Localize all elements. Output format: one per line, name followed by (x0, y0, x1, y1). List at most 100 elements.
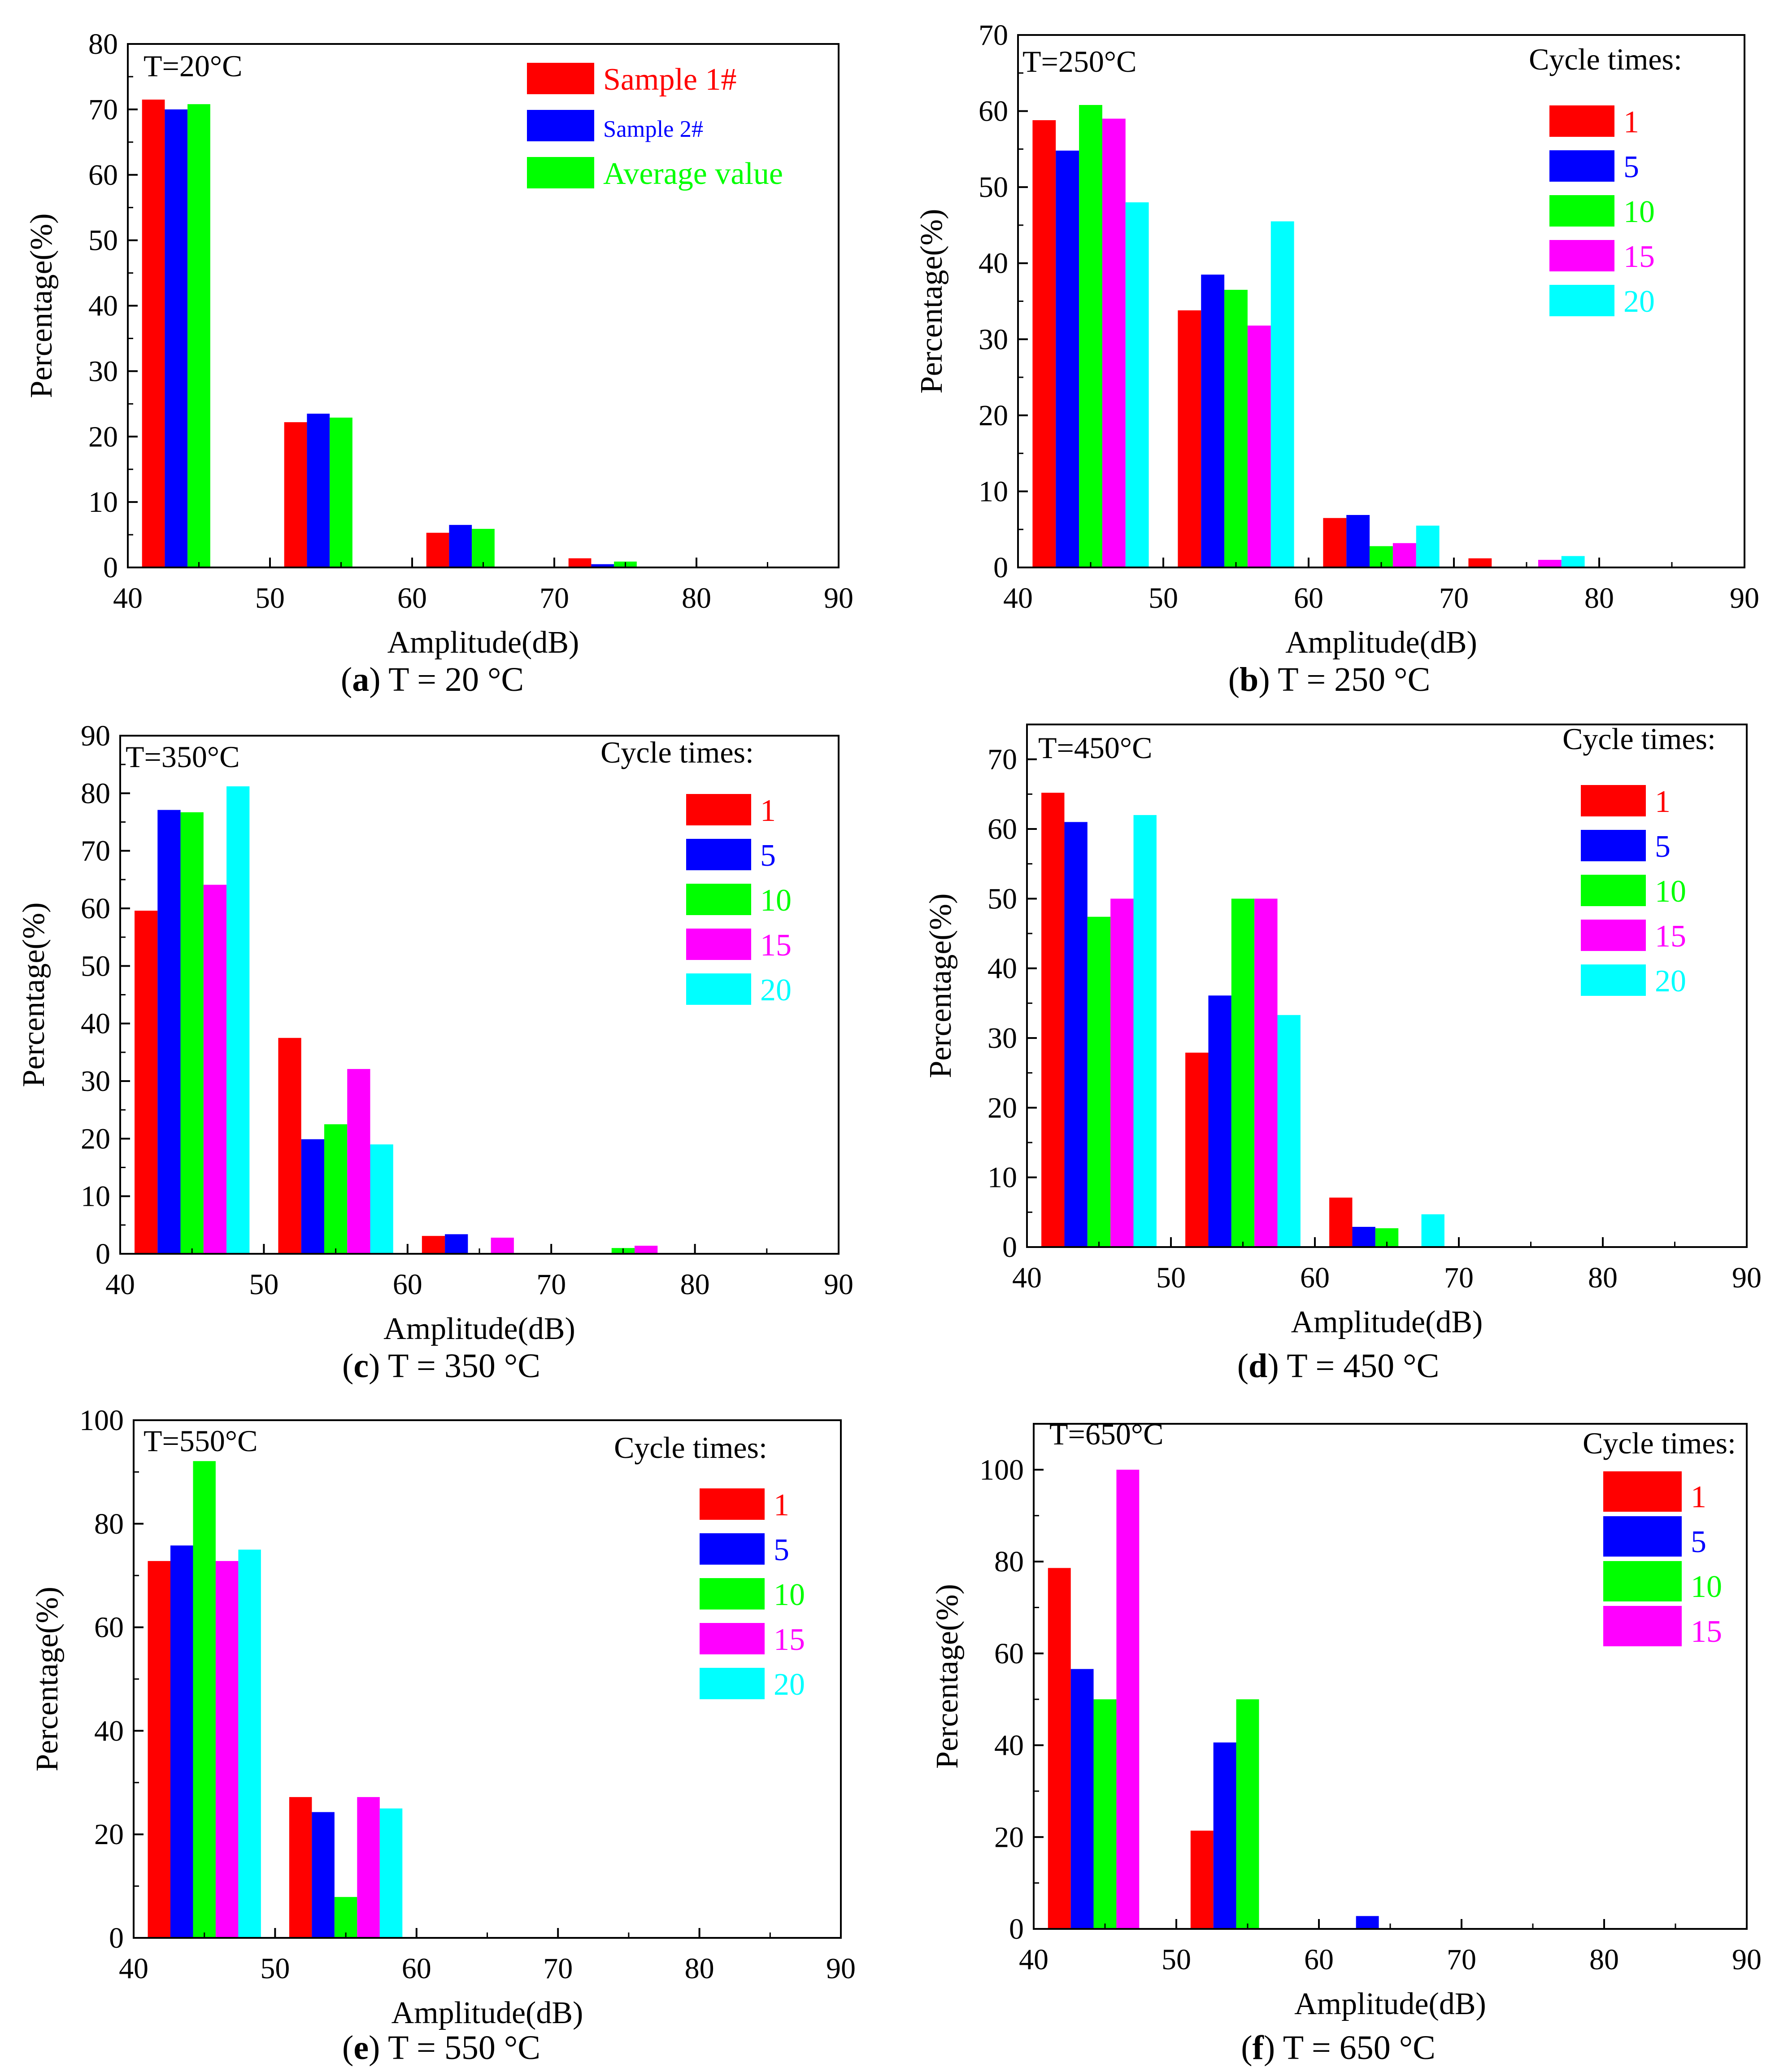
bar-b-s4-g3 (1392, 543, 1416, 567)
temperature-label: T=250°C (1022, 44, 1136, 79)
x-tick-label: 40 (1012, 1261, 1042, 1294)
bar-b-s1-g3 (1323, 518, 1347, 567)
y-tick-label: 60 (988, 813, 1017, 846)
y-tick-label: 20 (81, 1122, 110, 1155)
bar-f-s2-g1 (1070, 1669, 1094, 1929)
y-tick-label: 20 (88, 420, 118, 453)
temperature-label: T=20°C (144, 49, 242, 83)
x-tick-label: 70 (539, 582, 569, 615)
y-axis-label: Percentage(%) (923, 894, 958, 1078)
y-tick-label: 30 (88, 355, 118, 388)
y-tick-label: 50 (81, 950, 110, 982)
bar-d-s1-g1 (1041, 793, 1065, 1247)
bar-c-s3-g2 (324, 1124, 348, 1254)
legend-swatch-5 (1549, 285, 1614, 316)
x-axis-label: Amplitude(dB) (387, 625, 579, 660)
x-tick-label: 90 (1730, 582, 1759, 615)
y-tick-label: 70 (988, 743, 1017, 776)
legend-label-1: Sample 1# (603, 62, 736, 97)
legend-label-1: 1 (760, 794, 776, 828)
x-tick-label: 40 (113, 582, 143, 615)
bar-e-s2-g1 (170, 1545, 193, 1938)
legend-label-3: 10 (760, 883, 792, 918)
legend-label-3: Average value (603, 157, 783, 191)
y-tick-label: 30 (988, 1022, 1017, 1055)
legend-label-1: 1 (774, 1488, 789, 1522)
legend-swatch-1 (686, 794, 751, 825)
y-tick-label: 70 (81, 835, 110, 868)
temperature-label: T=550°C (144, 1424, 257, 1458)
legend-label-1: 1 (1655, 785, 1671, 819)
y-tick-label: 20 (979, 399, 1008, 432)
legend-label-2: 5 (774, 1533, 789, 1567)
legend-swatch-5 (700, 1668, 765, 1699)
y-tick-label: 40 (979, 247, 1008, 280)
caption-text: T = 20 °C (381, 661, 524, 698)
x-tick-label: 80 (682, 582, 711, 615)
legend-swatch-3 (686, 884, 751, 915)
chart-panel-d: 40 50 60 70 80 90 0 10 20 30 40 50 60 70 Amplitude(dB)… (923, 722, 1762, 1385)
bar-b-s5-g4 (1561, 556, 1585, 567)
y-tick-label: 10 (81, 1180, 110, 1213)
legend-swatch-4 (1581, 920, 1646, 951)
y-axis-label: Percentage(%) (24, 214, 59, 398)
y-tick-label: 10 (88, 486, 118, 519)
x-axis-label: Amplitude(dB) (392, 1996, 583, 2030)
bar-b-s2-g2 (1201, 275, 1225, 567)
caption-paren-open: ( (1241, 2029, 1252, 2067)
bar-b-s1-g4 (1468, 558, 1492, 567)
panel-caption: (e) T = 550 °C (342, 2029, 540, 2067)
legend-label-4: 15 (1655, 919, 1686, 954)
panel-caption: (b) T = 250 °C (1228, 661, 1431, 698)
caption-paren-open: ( (1237, 1347, 1249, 1385)
caption-paren-close: ) (1258, 661, 1270, 698)
legend-title: Cycle times: (614, 1431, 767, 1465)
y-tick-label: 50 (979, 171, 1008, 204)
y-tick-label: 20 (994, 1821, 1024, 1854)
bar-e-s3-g2 (334, 1897, 357, 1938)
bar-c-s3-g1 (180, 812, 204, 1254)
bar-b-s1-g2 (1178, 310, 1201, 567)
caption-text: T = 550 °C (380, 2029, 540, 2067)
x-tick-label: 50 (260, 1952, 290, 1985)
bar-d-s5-g1 (1133, 815, 1157, 1247)
y-tick-label: 70 (88, 93, 118, 126)
legend-swatch-5 (686, 973, 751, 1005)
bar-b-s5-g3 (1416, 525, 1440, 567)
caption-paren-close: ) (1267, 1347, 1279, 1385)
bar-f-s4-g1 (1116, 1470, 1140, 1929)
legend-label-5: 20 (774, 1667, 805, 1702)
legend-swatch-3 (1549, 195, 1614, 227)
y-tick-label: 40 (994, 1729, 1024, 1762)
legend-swatch-3 (700, 1578, 765, 1610)
panel-caption: (c) T = 350 °C (342, 1347, 540, 1385)
y-tick-label: 0 (109, 1922, 124, 1954)
bar-b-s5-g2 (1270, 221, 1294, 567)
bar-a-s3-g1 (187, 104, 210, 568)
bar-c-s2-g3 (445, 1234, 468, 1254)
y-tick-label: 0 (1009, 1913, 1024, 1945)
bar-f-s2-g3 (1356, 1916, 1379, 1929)
bar-f-s3-g2 (1236, 1699, 1259, 1929)
y-tick-label: 40 (94, 1714, 124, 1747)
legend-label-2: 5 (760, 838, 776, 873)
legend-label-2: 5 (1655, 829, 1671, 864)
y-tick-label: 70 (979, 19, 1008, 52)
x-tick-label: 80 (680, 1268, 710, 1301)
caption-letter: b (1240, 661, 1258, 698)
x-tick-label: 90 (1732, 1943, 1762, 1976)
legend-label-4: 15 (1691, 1614, 1722, 1649)
x-tick-label: 60 (1304, 1943, 1334, 1976)
caption-text: T = 450 °C (1279, 1347, 1440, 1385)
y-axis-label: Percentage(%) (930, 1584, 965, 1769)
legend-swatch-4 (700, 1623, 765, 1654)
plot-frame (127, 43, 840, 568)
y-tick-label: 80 (88, 28, 118, 61)
bar-c-s4-g4 (635, 1246, 658, 1254)
legend-title: Cycle times: (1562, 722, 1716, 756)
bar-a-s3-g2 (330, 417, 352, 567)
legend-swatch-1 (700, 1488, 765, 1520)
